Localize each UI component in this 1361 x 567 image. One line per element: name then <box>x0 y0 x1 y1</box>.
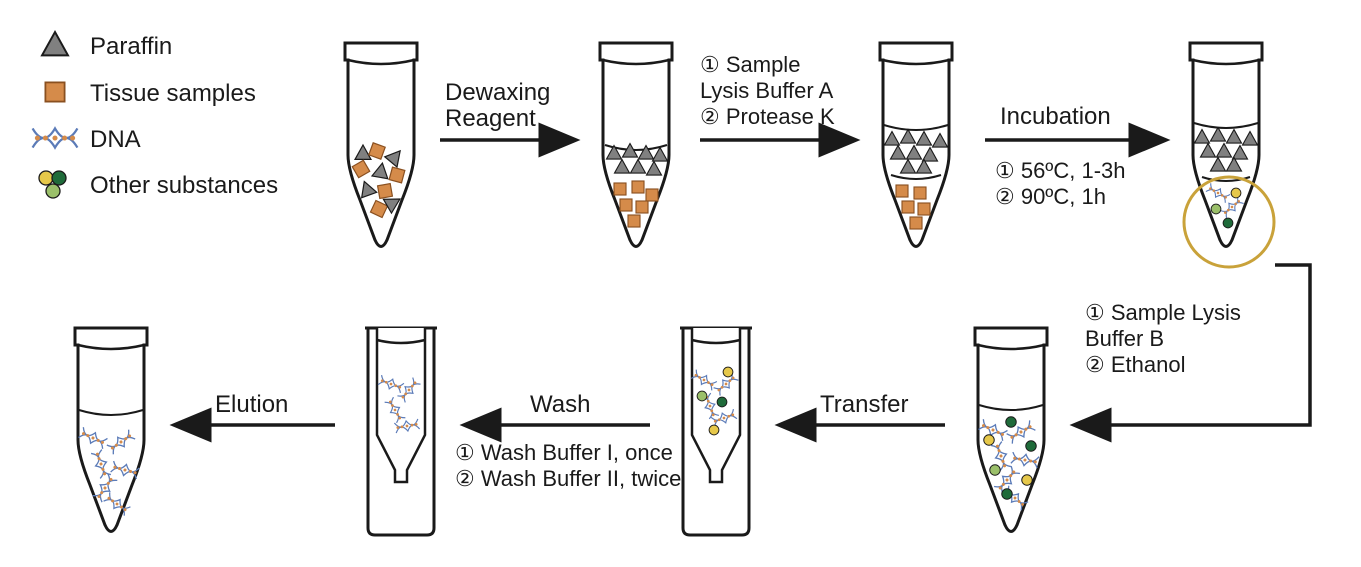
label-incubation: Incubation <box>1000 103 1111 130</box>
diagram-canvas: Paraffin Tissue samples DNA Other substa… <box>0 0 1361 567</box>
label-lysisB-2: Buffer B <box>1085 326 1164 351</box>
tube-6-transfer <box>680 328 752 535</box>
legend-paraffin: Paraffin <box>42 32 172 60</box>
arrow-lysisA: ① Sample Lysis Buffer A ② Protease K <box>700 52 850 140</box>
tube-2-dewaxed <box>600 43 672 247</box>
legend-other-label: Other substances <box>90 172 278 199</box>
label-incubation-1: ① 56ºC, 1-3h <box>995 158 1126 183</box>
label-wash: Wash <box>530 391 590 418</box>
tube-4-incubated <box>1190 43 1262 247</box>
label-elution: Elution <box>215 391 288 418</box>
arrow-lysisB: ① Sample Lysis Buffer B ② Ethanol <box>1080 265 1310 425</box>
tube-3-lysisA <box>880 43 952 247</box>
arrow-incubation: Incubation ① 56ºC, 1-3h ② 90ºC, 1h <box>985 103 1160 209</box>
label-wash-2: ② Wash Buffer II, twice <box>455 466 681 491</box>
arrow-dewaxing: Dewaxing Reagent <box>440 79 570 140</box>
label-dewaxing-2: Reagent <box>445 105 536 132</box>
legend-tissue-label: Tissue samples <box>90 80 256 107</box>
arrow-elution: Elution <box>180 391 335 425</box>
label-wash-1: ① Wash Buffer I, once <box>455 440 673 465</box>
arrow-transfer: Transfer <box>785 391 945 425</box>
tube-5-lysisB <box>975 328 1047 532</box>
tube-7-washed <box>365 328 437 535</box>
label-lysisA-3: ② Protease K <box>700 104 835 129</box>
legend-dna: DNA <box>33 126 141 153</box>
legend-dna-label: DNA <box>90 126 141 153</box>
label-incubation-2: ② 90ºC, 1h <box>995 184 1106 209</box>
label-transfer: Transfer <box>820 391 908 418</box>
arrow-wash: Wash ① Wash Buffer I, once ② Wash Buffer… <box>455 391 681 491</box>
tube-8-eluted <box>75 328 147 532</box>
label-lysisB-1: ① Sample Lysis <box>1085 300 1241 325</box>
label-lysisA-1: ① Sample <box>700 52 800 77</box>
legend-paraffin-label: Paraffin <box>90 33 172 60</box>
label-lysisA-2: Lysis Buffer A <box>700 78 834 103</box>
label-lysisB-3: ② Ethanol <box>1085 352 1185 377</box>
label-dewaxing-1: Dewaxing <box>445 79 550 106</box>
legend-other: Other substances <box>39 171 278 199</box>
legend-tissue: Tissue samples <box>45 80 255 107</box>
tube-1-start <box>345 43 417 247</box>
legend: Paraffin Tissue samples DNA Other substa… <box>33 32 279 199</box>
